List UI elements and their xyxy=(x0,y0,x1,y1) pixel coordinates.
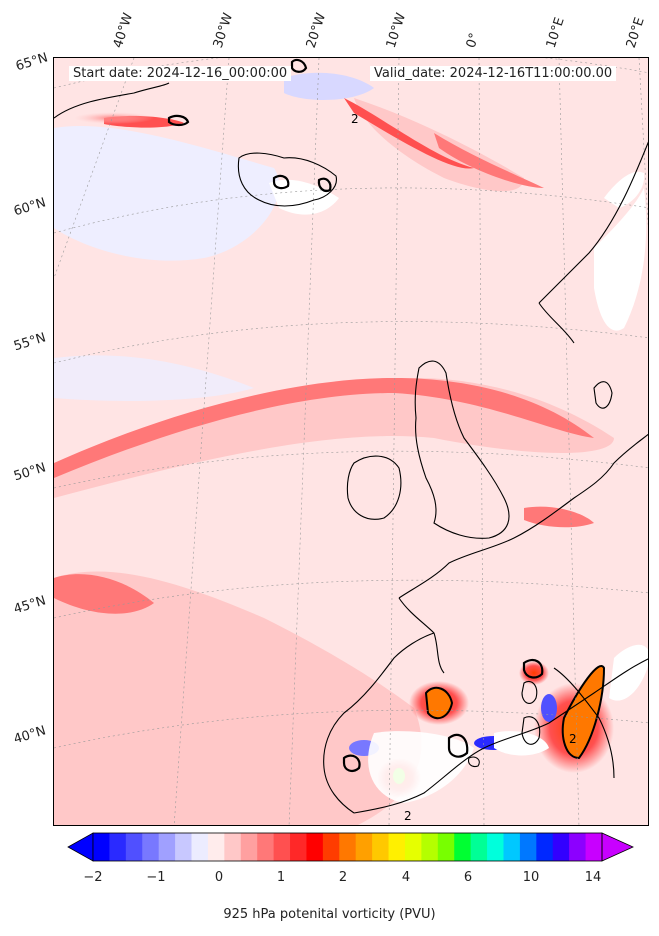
colorbar-segment xyxy=(109,833,127,861)
graticule xyxy=(54,58,648,825)
lat-label-65n: 65°N xyxy=(14,50,50,75)
colorbar-segment xyxy=(224,833,242,861)
lon-label-10w: 10°W xyxy=(383,11,410,50)
contour-label: 2 xyxy=(569,732,577,746)
pv-band xyxy=(54,378,594,478)
lon-label-0: 0° xyxy=(463,31,483,50)
pv-moderate-zone xyxy=(54,378,614,498)
colorbar-tick: 1 xyxy=(276,870,286,885)
pv-low-patch xyxy=(54,126,280,261)
lat-label-45n: 45°N xyxy=(12,593,48,618)
colorbar-segment xyxy=(437,833,455,861)
colorbar-extend-max xyxy=(601,832,634,862)
coastlines xyxy=(54,82,648,814)
colorbar-segment xyxy=(454,833,472,861)
terrain-mask xyxy=(368,731,474,803)
pv-low-patch xyxy=(54,355,254,401)
colorbar xyxy=(67,832,634,862)
colorbar-tick: −1 xyxy=(146,870,166,885)
terrain-mask xyxy=(494,731,549,756)
lat-label-40n: 40°N xyxy=(12,723,48,748)
lat-label-55n: 55°N xyxy=(12,330,48,355)
colorbar-segment xyxy=(569,833,587,861)
colorbar-tick: 6 xyxy=(463,870,473,885)
lat-label-60n: 60°N xyxy=(12,195,48,220)
pv-hotspot-core xyxy=(424,686,454,720)
colorbar-tick: −2 xyxy=(83,870,103,885)
terrain-mask xyxy=(594,188,647,331)
colorbar-tick: 14 xyxy=(584,870,602,885)
colorbar-segment xyxy=(404,833,422,861)
colorbar-segment xyxy=(306,833,324,861)
contour-label: 2 xyxy=(404,809,412,823)
pv-band xyxy=(524,506,594,528)
colorbar-segment xyxy=(158,833,176,861)
pv-negative-spot xyxy=(541,694,557,722)
colorbar-segment xyxy=(207,833,225,861)
colorbar-segment xyxy=(257,833,275,861)
terrain-mask xyxy=(609,644,648,701)
terrain-mask xyxy=(604,171,645,208)
colorbar-segment xyxy=(339,833,357,861)
colorbar-segment xyxy=(175,833,193,861)
colorbar-segment xyxy=(552,833,570,861)
lon-label-40w: 40°W xyxy=(110,11,137,50)
pv-band xyxy=(54,574,154,614)
colorbar-segment xyxy=(503,833,521,861)
colorbar-tick: 2 xyxy=(338,870,348,885)
lon-label-30w: 30°W xyxy=(210,11,237,50)
colorbar-segment xyxy=(585,833,603,861)
colorbar-frame xyxy=(92,832,603,862)
colorbar-segment xyxy=(388,833,406,861)
pv-moderate-zone xyxy=(54,571,422,825)
pv-field-map: 2 2 2 xyxy=(54,58,648,825)
colorbar-segment xyxy=(487,833,504,861)
colorbar-segment xyxy=(536,833,554,861)
pv-contour-2 xyxy=(167,58,544,772)
contour-label: 2 xyxy=(351,112,359,126)
pv-hotspot-core xyxy=(561,665,606,760)
lon-label-20w: 20°W xyxy=(303,11,330,50)
colorbar-segment xyxy=(355,833,373,861)
colorbar-segment xyxy=(290,833,307,861)
valid-date-label: Valid_date: 2024-12-16T11:00:00.00 xyxy=(370,66,617,81)
colorbar-label: 925 hPa potenital vorticity (PVU) xyxy=(223,907,436,922)
colorbar-tick: 0 xyxy=(214,870,224,885)
colorbar-segment xyxy=(322,833,340,861)
lon-label-20e: 20°E xyxy=(623,15,648,51)
colorbar-segment xyxy=(93,833,110,861)
colorbar-segment xyxy=(273,833,291,861)
pv-hotspot xyxy=(74,112,154,124)
colorbar-segment xyxy=(240,833,258,861)
start-date-label: Start date: 2024-12-16_00:00:00 xyxy=(69,66,292,81)
colorbar-tick: 10 xyxy=(522,870,540,885)
colorbar-segment xyxy=(519,833,537,861)
colorbar-segment xyxy=(142,833,160,861)
colorbar-segment xyxy=(125,833,143,861)
colorbar-segment xyxy=(470,833,488,861)
pv-low-patch xyxy=(284,72,374,100)
lon-label-10e: 10°E xyxy=(543,15,568,51)
colorbar-segment xyxy=(421,833,439,861)
colorbar-segment xyxy=(191,833,209,861)
colorbar-tick: 4 xyxy=(401,870,411,885)
pv-band xyxy=(344,98,474,169)
lat-label-50n: 50°N xyxy=(12,460,48,485)
colorbar-segment xyxy=(372,833,390,861)
colorbar-extend-min xyxy=(67,832,94,862)
map-panel: 2 2 2 xyxy=(53,57,649,826)
